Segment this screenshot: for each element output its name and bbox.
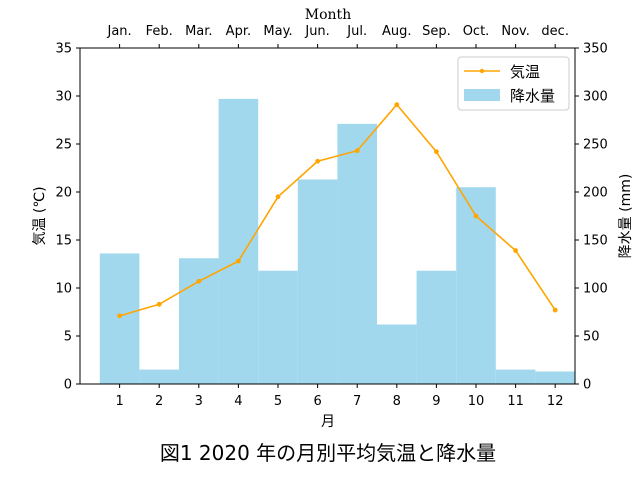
precipitation-bar-8 xyxy=(377,324,417,384)
top-tick-label: Aug. xyxy=(382,24,412,39)
right-tick-label: 200 xyxy=(583,186,608,201)
left-tick-label: 5 xyxy=(64,330,72,345)
top-tick-label: Nov. xyxy=(501,24,530,39)
legend-temperature-marker xyxy=(479,68,485,74)
precipitation-bars xyxy=(99,98,575,384)
temperature-point-6 xyxy=(315,158,320,164)
bottom-tick-label: 11 xyxy=(507,394,524,409)
top-tick-label: May. xyxy=(263,24,292,39)
bottom-tick-label: 12 xyxy=(547,394,564,409)
precipitation-bar-6 xyxy=(297,179,338,384)
temperature-point-4 xyxy=(236,258,241,264)
legend: 気温 降水量 xyxy=(457,56,570,111)
plot-frame xyxy=(79,47,576,385)
top-tick-label: Sep. xyxy=(422,24,451,39)
temperature-point-5 xyxy=(275,194,281,200)
top-tick-label: Jan. xyxy=(107,24,132,39)
right-axis-label: 降水量 (mm) xyxy=(618,174,634,259)
left-tick-label: 15 xyxy=(55,234,72,249)
precipitation-bar-10 xyxy=(456,187,496,384)
temperature-point-11 xyxy=(513,248,518,253)
left-tick-label: 35 xyxy=(55,42,72,57)
top-tick-label: Jul. xyxy=(346,24,367,39)
top-tick-label: Mar. xyxy=(185,24,212,39)
left-tick-label: 0 xyxy=(64,378,72,393)
axes xyxy=(76,44,579,388)
left-axis-label: 気温 (℃) xyxy=(32,186,48,245)
precipitation-bar-11 xyxy=(495,369,536,384)
bottom-tick-label: 4 xyxy=(234,394,242,409)
precipitation-bar-2 xyxy=(139,369,179,384)
temperature-point-2 xyxy=(156,301,162,307)
bottom-tick-label: 5 xyxy=(274,394,282,409)
temperature-point-9 xyxy=(434,149,439,155)
right-tick-label: 300 xyxy=(583,90,608,105)
left-tick-label: 20 xyxy=(55,186,72,201)
bottom-tick-label: 2 xyxy=(155,394,163,409)
legend-temperature-label: 気温 xyxy=(510,63,540,81)
precipitation-bar-7 xyxy=(337,123,377,384)
precipitation-bar-1 xyxy=(99,253,140,384)
chart-caption: 図1 2020 年の月別平均気温と降水量 xyxy=(160,441,496,465)
bottom-tick-label: 1 xyxy=(115,394,123,409)
right-tick-label: 100 xyxy=(583,282,608,297)
right-tick-label: 150 xyxy=(583,234,608,249)
top-tick-label: Apr. xyxy=(226,24,251,39)
top-axis-label: Month xyxy=(305,7,351,23)
temperature-line xyxy=(117,102,558,319)
legend-precipitation-swatch xyxy=(464,89,500,101)
temperature-point-12 xyxy=(552,307,558,313)
bottom-tick-label: 8 xyxy=(393,394,401,409)
x-axis-label: 月 xyxy=(321,414,335,430)
temperature-point-7 xyxy=(354,148,360,154)
left-tick-label: 10 xyxy=(55,282,72,297)
bottom-tick-label: 10 xyxy=(468,394,485,409)
precipitation-bar-5 xyxy=(258,270,298,384)
right-tick-label: 250 xyxy=(583,138,608,153)
left-tick-label: 25 xyxy=(55,138,72,153)
temperature-polyline xyxy=(119,103,556,317)
bottom-tick-label: 3 xyxy=(195,394,203,409)
bottom-tick-label: 9 xyxy=(432,394,440,409)
top-tick-label: Jun. xyxy=(304,24,329,39)
precipitation-bar-12 xyxy=(535,371,575,384)
top-tick-label: dec. xyxy=(541,24,569,39)
precipitation-bar-4 xyxy=(218,98,259,384)
bottom-tick-label: 6 xyxy=(313,394,321,409)
temperature-point-1 xyxy=(117,313,122,319)
precipitation-bar-9 xyxy=(416,270,457,384)
right-tick-label: 50 xyxy=(583,330,600,345)
temperature-point-10 xyxy=(473,213,479,219)
temperature-point-8 xyxy=(394,102,400,108)
top-tick-label: Feb. xyxy=(146,24,173,39)
legend-precipitation-label: 降水量 xyxy=(510,87,555,105)
precipitation-bar-3 xyxy=(179,258,219,384)
right-tick-label: 350 xyxy=(583,42,608,57)
temperature-point-3 xyxy=(196,278,202,284)
right-tick-label: 0 xyxy=(583,378,591,393)
bottom-tick-label: 7 xyxy=(353,394,361,409)
left-tick-label: 30 xyxy=(55,90,72,105)
top-tick-label: Oct. xyxy=(463,24,490,39)
